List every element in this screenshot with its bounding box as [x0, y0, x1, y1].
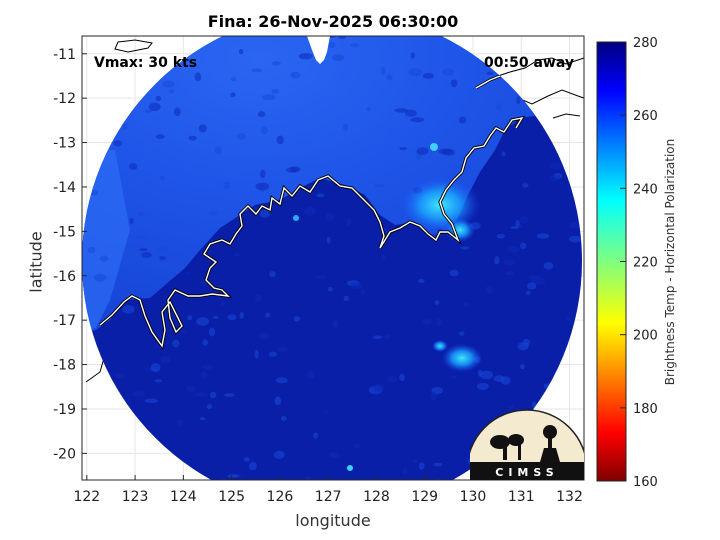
- vmax-annotation: Vmax: 30 kts: [94, 55, 197, 71]
- x-tick-label: 126: [267, 489, 294, 505]
- swath-notch: [307, 36, 330, 64]
- y-tick-label: -20: [53, 446, 76, 462]
- y-tick-label: -11: [53, 47, 76, 63]
- x-tick-label: 124: [170, 489, 197, 505]
- x-tick-label: 125: [218, 489, 245, 505]
- chart-title: Fina: 26-Nov-2025 06:30:00: [207, 12, 459, 31]
- y-tick-label: -18: [53, 358, 76, 374]
- microwave-swath: [82, 36, 582, 480]
- y-tick-label: -14: [53, 180, 76, 196]
- x-axis-ticks: 122 123 124 125 126 127 128 129 130 131 132: [73, 475, 583, 505]
- colorbar-tick-label: 160: [633, 475, 658, 490]
- y-tick-label: -13: [53, 136, 76, 152]
- x-axis-label: longitude: [295, 511, 371, 530]
- colorbar-tick-label: 180: [633, 402, 658, 417]
- colorbar-tick-label: 260: [633, 109, 658, 124]
- x-tick-label: 127: [315, 489, 342, 505]
- colorbar-ticks: 160 180 200 220 240 260 280: [620, 36, 658, 490]
- y-tick-label: -16: [53, 269, 76, 285]
- cool-patch-south: [442, 344, 482, 372]
- x-tick-label: 123: [122, 489, 149, 505]
- x-tick-label: 130: [460, 489, 487, 505]
- y-tick-label: -12: [53, 91, 76, 107]
- colorbar-tick-label: 280: [633, 36, 658, 51]
- colorbar-tick-label: 240: [633, 182, 658, 197]
- y-tick-label: -15: [53, 224, 76, 240]
- x-tick-label: 122: [73, 489, 100, 505]
- time-away-annotation: 00:50 away: [484, 55, 574, 71]
- cimss-logo: CIMSS: [470, 409, 584, 480]
- y-tick-label: -17: [53, 313, 76, 329]
- logo-text: CIMSS: [495, 466, 558, 479]
- x-tick-label: 129: [411, 489, 438, 505]
- land-region-north: [82, 36, 582, 335]
- x-tick-label: 128: [363, 489, 390, 505]
- colorbar-label: Brightness Temp - Horizontal Polarizatio…: [663, 138, 677, 386]
- y-tick-label: -19: [53, 402, 76, 418]
- axes-frame: [81, 35, 585, 481]
- x-tick-label: 132: [556, 489, 583, 505]
- colorbar-tick-label: 200: [633, 329, 658, 344]
- colorbar-tick-label: 220: [633, 256, 658, 271]
- y-axis-label: latitude: [26, 231, 46, 293]
- brightness-texture: [87, 36, 582, 480]
- x-tick-label: 131: [508, 489, 535, 505]
- y-axis-ticks: -11 -12 -13 -14 -15 -16 -17 -18 -19 -20: [53, 47, 87, 462]
